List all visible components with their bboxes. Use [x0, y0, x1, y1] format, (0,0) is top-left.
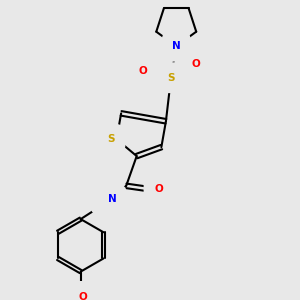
Text: O: O: [78, 292, 87, 300]
Text: S: S: [167, 73, 175, 83]
Text: O: O: [154, 184, 163, 194]
Text: O: O: [191, 59, 200, 69]
Text: O: O: [139, 66, 147, 76]
Text: H: H: [100, 197, 107, 206]
Text: N: N: [172, 41, 181, 51]
Text: S: S: [108, 134, 115, 144]
Text: N: N: [108, 194, 117, 204]
